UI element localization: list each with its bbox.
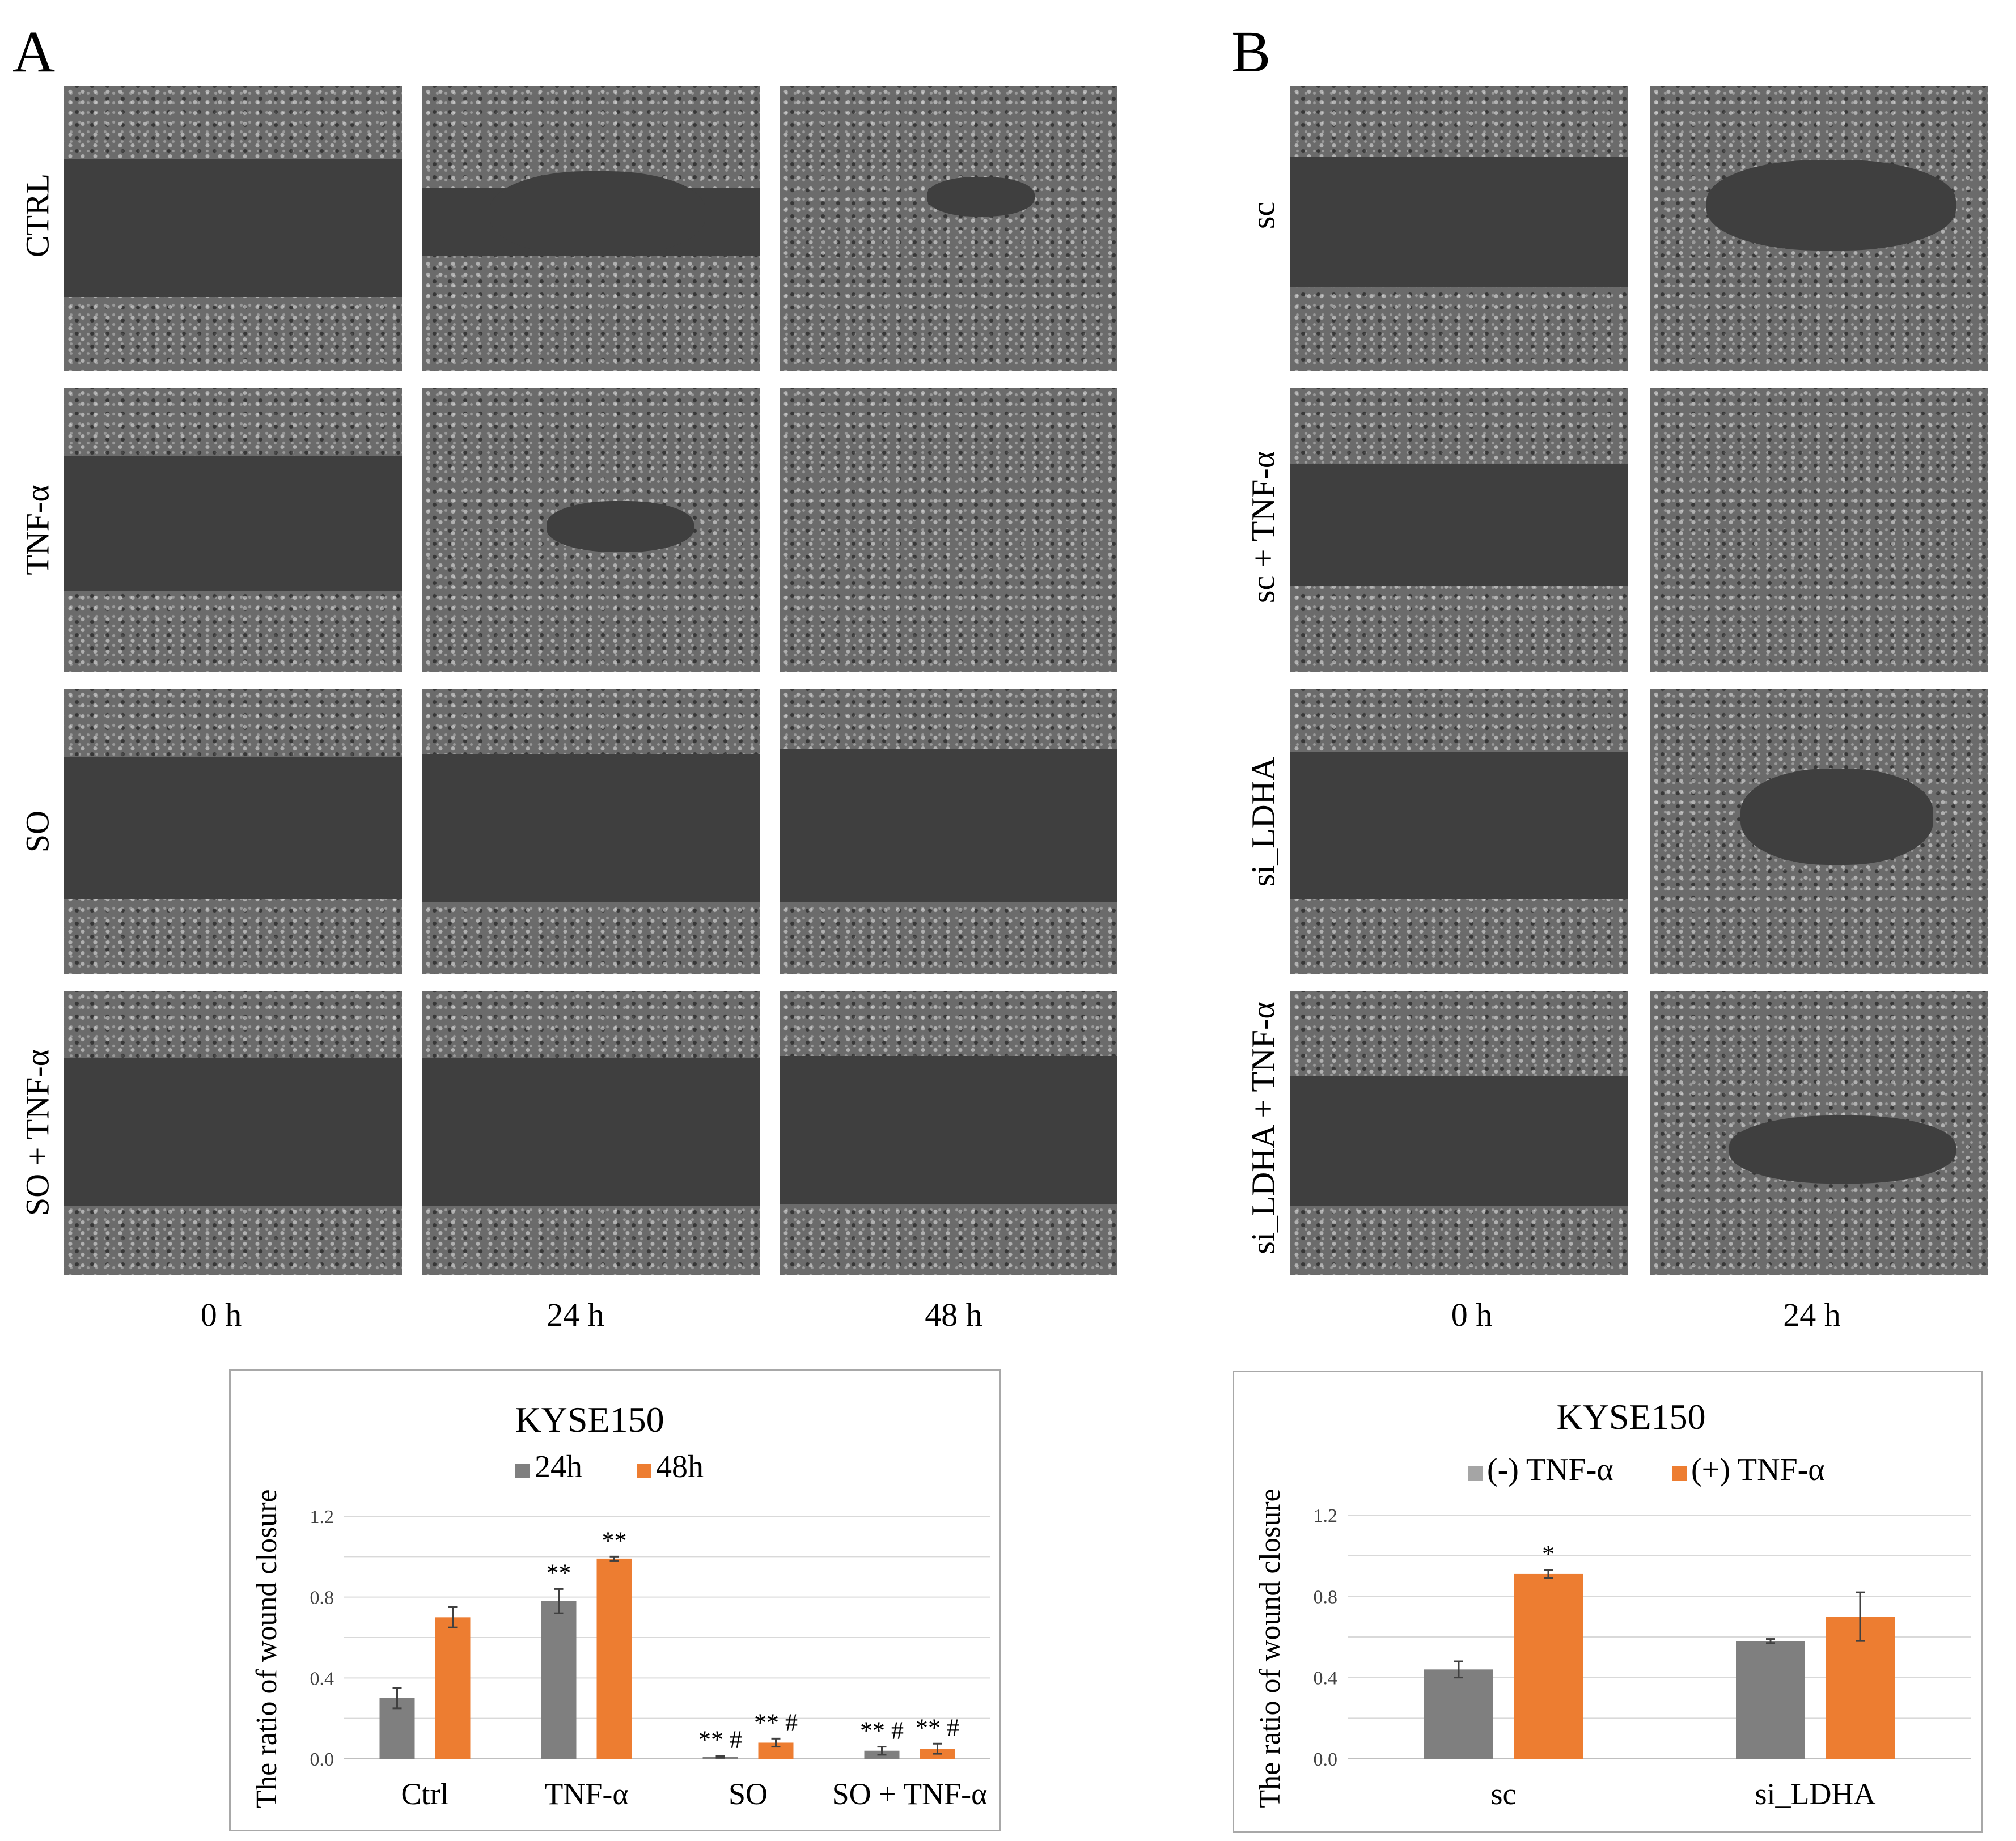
chart-a-category-label-0: Ctrl [401,1777,448,1811]
micrograph-so-tnf-24h [422,991,760,1275]
chart-b-title: KYSE150 [1556,1397,1705,1437]
chart-a-annotation-0-3: ** # [860,1717,904,1745]
chart-a-annotation-1-1: ** [602,1526,627,1554]
chart-b-ylabel: The ratio of wound closure [1254,1488,1286,1808]
col-label-24h: 24 h [547,1296,604,1333]
chart-a-annotation-1-2: ** # [754,1708,798,1736]
panel-a-label: A [12,19,56,84]
chart-a-title: KYSE150 [515,1399,664,1440]
micrograph-tnf-48h [780,388,1117,672]
chart-a-frame: KYSE150 24h 48h The ratio of wound closure 0… [229,1369,1001,1831]
micrograph-so-24h [422,689,760,974]
chart-a-bar-0-1 [541,1601,577,1759]
chart-a-annotation-0-2: ** # [698,1726,742,1754]
row-label-ctrl: CTRL [19,173,56,258]
col-label-0h: 0 h [200,1296,242,1333]
chart-a-bar-1-0 [435,1617,471,1759]
chart-a-legend-swatch-1 [637,1464,651,1478]
row-label-sc: sc [1244,201,1282,230]
chart-b-bar-0-0 [1424,1669,1493,1759]
micrograph-si-ldha-tnf-0h [1290,991,1628,1275]
row-label-si-ldha-tnf: si_LDHA + TNF-α [1244,1002,1282,1254]
chart-b-svg: KYSE150 (-) TNF-α (+) TNF-α The ratio of wo… [1254,1397,1971,1811]
chart-a-legend-label-1: 48h [656,1449,704,1484]
chart-b-annotation-1-0: * [1542,1540,1555,1568]
row-label-tnf: TNF-α [19,485,56,575]
chart-a-legend-swatch-0 [515,1464,530,1478]
micrograph-sc-tnf-0h [1290,388,1628,672]
col-label-b-0h: 0 h [1451,1296,1493,1333]
micrograph-si-ldha-tnf-24h [1650,991,1988,1275]
chart-b-bar-1-0 [1514,1573,1583,1759]
micrograph-so-tnf-48h [780,991,1117,1275]
chart-a-ytick-3: 1.2 [310,1507,334,1528]
chart-a-category-label-2: SO [729,1777,768,1811]
micrograph-tnf-0h [64,388,402,672]
micrograph-ctrl-48h [780,86,1117,371]
col-label-48h: 48 h [925,1296,982,1333]
chart-a-category-label-3: SO + TNF-α [832,1777,988,1811]
micrograph-tnf-24h [422,388,760,672]
chart-a-ytick-0: 0.0 [310,1749,334,1770]
chart-a-legend-label-0: 24h [535,1449,582,1484]
micrograph-so-tnf-0h [64,991,402,1275]
micrograph-ctrl-0h [64,86,402,371]
chart-b-bar-0-1 [1736,1641,1805,1759]
chart-b-legend-swatch-0 [1468,1466,1483,1481]
row-label-so-tnf: SO + TNF-α [19,1049,56,1216]
panel-b-label: B [1231,19,1271,84]
chart-b-legend-label-0: (-) TNF-α [1487,1452,1613,1487]
chart-a-annotation-0-1: ** [547,1559,571,1587]
chart-a-ytick-2: 0.8 [310,1588,334,1609]
micrograph-so-48h [780,689,1117,974]
chart-b-legend-swatch-1 [1672,1466,1687,1481]
micrograph-sc-tnf-24h [1650,388,1988,672]
micrograph-so-0h [64,689,402,974]
micrograph-si-ldha-24h [1650,689,1988,974]
chart-b-legend-label-1: (+) TNF-α [1691,1452,1825,1487]
chart-b-category-label-0: sc [1491,1777,1517,1811]
micrograph-sc-0h [1290,86,1628,371]
row-label-so: SO [19,810,56,853]
row-label-si-ldha: si_LDHA [1244,757,1282,887]
chart-a-category-label-1: TNF-α [544,1777,628,1811]
chart-b-category-label-1: si_LDHA [1755,1777,1876,1811]
micrograph-si-ldha-0h [1290,689,1628,974]
chart-b-ytick-2: 0.8 [1314,1587,1338,1607]
micrograph-ctrl-24h [422,86,760,371]
chart-a-svg: KYSE150 24h 48h The ratio of wound closure 0… [251,1399,990,1811]
chart-b-ytick-3: 1.2 [1314,1505,1338,1526]
micrograph-sc-24h [1650,86,1988,371]
col-label-b-24h: 24 h [1783,1296,1841,1333]
chart-a-annotation-1-3: ** # [916,1713,959,1741]
chart-b-frame: KYSE150 (-) TNF-α (+) TNF-α The ratio of wo… [1233,1371,1983,1833]
chart-b-ytick-0: 0.0 [1314,1749,1338,1770]
row-label-sc-tnf: sc + TNF-α [1244,451,1282,604]
chart-a-ytick-1: 0.4 [310,1668,334,1689]
chart-a-bar-1-1 [596,1558,632,1759]
chart-a-ylabel: The ratio of wound closure [251,1489,283,1808]
chart-b-ytick-1: 0.4 [1314,1668,1338,1689]
